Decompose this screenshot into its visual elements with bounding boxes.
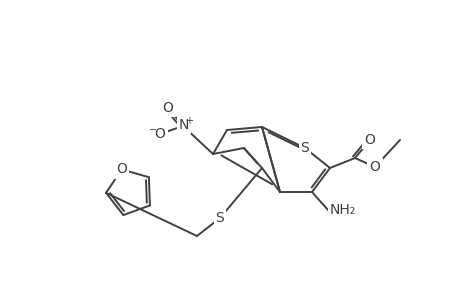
Text: O: O xyxy=(369,160,380,174)
Text: S: S xyxy=(300,141,309,155)
Text: O: O xyxy=(162,101,173,115)
Text: +: + xyxy=(185,116,193,126)
Text: S: S xyxy=(215,211,224,225)
Text: −: − xyxy=(149,125,157,135)
Text: N: N xyxy=(179,118,189,132)
Text: NH₂: NH₂ xyxy=(329,203,355,217)
Text: O: O xyxy=(116,162,127,176)
Text: O: O xyxy=(154,127,165,141)
Text: O: O xyxy=(364,133,375,147)
